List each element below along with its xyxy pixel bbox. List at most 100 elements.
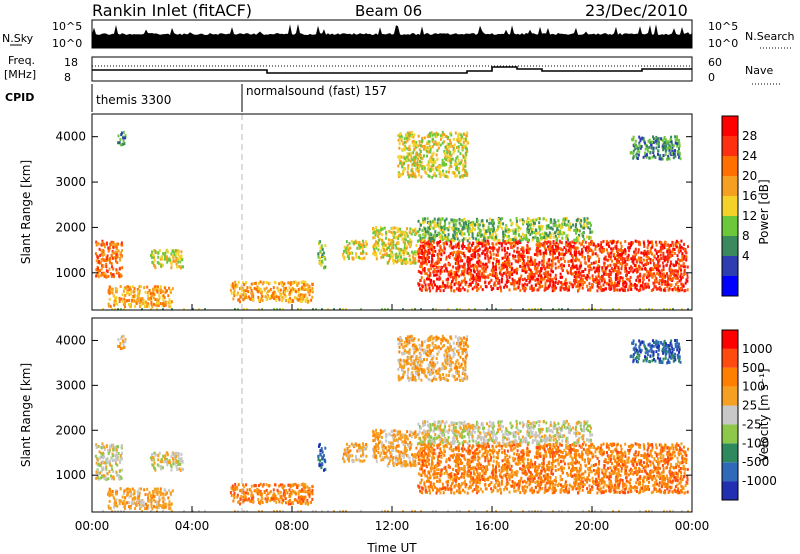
power-cell xyxy=(427,150,430,154)
velocity-cell xyxy=(124,503,127,507)
power-cell xyxy=(436,149,439,153)
power-cell xyxy=(517,286,520,290)
power-cell xyxy=(401,259,404,263)
power-cell xyxy=(520,274,523,278)
power-cell xyxy=(644,283,647,287)
power-cell xyxy=(436,277,439,281)
power-cell xyxy=(414,143,417,147)
power-cell xyxy=(432,270,435,274)
power-cell xyxy=(526,244,529,247)
power-cell xyxy=(412,143,415,147)
freq-strip: Freq. [MHz] 18 8 60 0 Nave xyxy=(4,54,780,85)
power-cell xyxy=(658,273,660,277)
power-cell xyxy=(489,250,492,254)
power-cell xyxy=(659,288,662,292)
power-cell xyxy=(566,250,569,254)
power-cell xyxy=(476,219,479,223)
power-cell xyxy=(624,249,627,253)
power-cell xyxy=(587,226,590,230)
power-cell xyxy=(113,275,115,279)
power-cell xyxy=(609,255,612,259)
power-cell xyxy=(467,223,470,226)
power-cell xyxy=(636,269,639,273)
power-cell xyxy=(419,256,422,259)
power-cell xyxy=(548,258,551,261)
power-cell xyxy=(563,252,566,256)
power-cell xyxy=(354,239,357,243)
power-cell xyxy=(554,280,557,284)
power-cell xyxy=(471,287,474,291)
power-cell xyxy=(511,273,514,276)
power-cell xyxy=(439,225,442,229)
power-cell xyxy=(153,259,156,262)
power-cell xyxy=(424,244,427,248)
power-cell xyxy=(176,265,179,269)
power-cell xyxy=(431,256,433,260)
power-cell xyxy=(454,256,457,260)
power-cell xyxy=(678,155,680,159)
power-cell xyxy=(667,249,670,253)
power-cell xyxy=(423,217,426,221)
power-cell xyxy=(429,131,431,135)
power-cell xyxy=(678,262,680,266)
power-cell xyxy=(108,290,111,294)
power-cell xyxy=(470,254,473,257)
power-cell xyxy=(668,144,671,148)
velocity-cell xyxy=(150,494,153,498)
power-cell xyxy=(428,256,430,259)
power-cell xyxy=(153,264,156,268)
power-cell xyxy=(390,252,392,256)
power-cell xyxy=(658,258,661,262)
power-cell xyxy=(464,161,467,165)
power-cell xyxy=(477,244,480,247)
power-cell xyxy=(628,285,631,289)
power-cell xyxy=(527,264,530,268)
freq-trace xyxy=(92,66,692,74)
velocity-cell xyxy=(107,460,110,464)
power-cell xyxy=(533,231,536,234)
power-cell xyxy=(409,243,411,247)
date-title: 23/Dec/2010 xyxy=(585,1,688,20)
power-cell xyxy=(513,240,515,244)
power-cell xyxy=(420,240,423,244)
power-cell xyxy=(460,244,463,248)
power-cell xyxy=(610,279,613,283)
power-cell xyxy=(107,302,110,306)
power-cell xyxy=(474,223,477,227)
velocity-cell xyxy=(119,454,122,458)
power-cell xyxy=(333,308,335,311)
power-cell xyxy=(412,258,415,262)
power-cell xyxy=(658,155,661,159)
power-cell xyxy=(428,146,430,150)
power-cell xyxy=(474,227,476,231)
power-cell xyxy=(600,246,602,250)
power-cell xyxy=(581,255,584,259)
power-cell xyxy=(593,261,595,265)
power-cell xyxy=(575,264,578,268)
power-cell xyxy=(563,246,566,250)
power-cell xyxy=(611,249,614,252)
velocity-cell xyxy=(108,494,111,498)
power-cell xyxy=(661,139,664,143)
power-cell xyxy=(112,246,115,250)
power-cell xyxy=(540,269,543,273)
power-cell xyxy=(380,228,382,232)
power-cell xyxy=(447,263,450,267)
power-cell xyxy=(475,245,478,249)
power-cell xyxy=(583,219,586,223)
velocity-cell xyxy=(113,458,116,462)
power-cell xyxy=(475,285,478,289)
power-cell xyxy=(299,296,302,300)
power-cell xyxy=(233,289,236,293)
power-cell xyxy=(670,135,673,139)
nave-label: Nave xyxy=(745,64,773,77)
velocity-cell xyxy=(111,493,114,497)
power-cell xyxy=(674,276,677,280)
power-cell xyxy=(536,253,539,257)
power-cell xyxy=(650,272,653,276)
power-cell xyxy=(172,256,175,260)
velocity-cell xyxy=(101,442,104,446)
velocity-cell xyxy=(136,490,139,494)
power-cell xyxy=(397,227,400,231)
